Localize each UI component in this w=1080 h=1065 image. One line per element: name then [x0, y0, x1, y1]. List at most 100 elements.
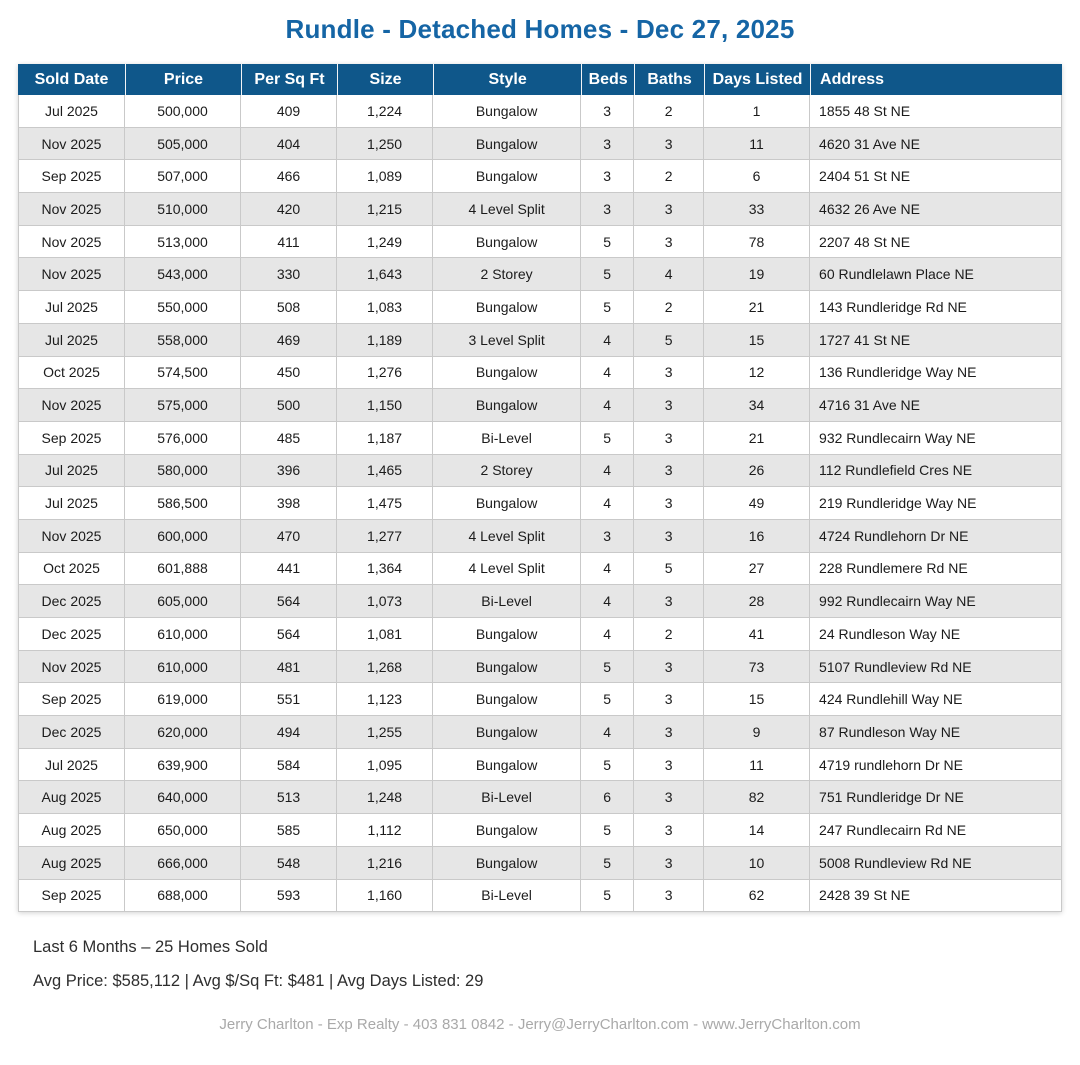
cell-days-listed: 34	[704, 389, 811, 422]
cell-price: 586,500	[125, 487, 241, 520]
cell-days-listed: 1	[704, 95, 811, 128]
cell-beds: 5	[581, 421, 635, 455]
cell-baths: 5	[634, 552, 705, 586]
cell-per-sq-ft: 330	[240, 258, 338, 292]
table-header-row: Sold Date Price Per Sq Ft Size Style Beds Bath…	[18, 64, 1062, 95]
cell-address: 1727 41 St NE	[810, 323, 1062, 357]
cell-size: 1,364	[337, 552, 434, 586]
cell-size: 1,643	[337, 258, 434, 292]
cell-address: 143 Rundleridge Rd NE	[810, 291, 1062, 324]
cell-price: 605,000	[125, 585, 241, 618]
table-row: Sep 2025 507,000 466 1,089 Bungalow 3 2 6 2404 5…	[18, 160, 1062, 194]
cell-per-sq-ft: 481	[240, 650, 338, 684]
cell-per-sq-ft: 508	[240, 291, 338, 324]
table-row: Nov 2025 513,000 411 1,249 Bungalow 5 3 78 2207 …	[18, 225, 1062, 259]
cell-size: 1,123	[337, 683, 434, 717]
page-title: Rundle - Detached Homes - Dec 27, 2025	[285, 14, 795, 44]
cell-per-sq-ft: 494	[240, 716, 338, 749]
cell-size: 1,465	[337, 454, 434, 488]
cell-beds: 5	[581, 879, 635, 913]
cell-address: 24 Rundleson Way NE	[810, 618, 1062, 651]
cell-baths: 3	[634, 846, 705, 880]
column-header-per-sq-ft: Per Sq Ft	[240, 64, 338, 95]
cell-price: 576,000	[125, 421, 241, 455]
cell-address: 932 Rundlecairn Way NE	[810, 421, 1062, 455]
cell-days-listed: 73	[704, 650, 811, 684]
cell-style: Bi-Level	[433, 421, 582, 455]
cell-style: Bungalow	[433, 225, 582, 259]
cell-sold-date: Aug 2025	[18, 781, 125, 815]
cell-price: 580,000	[125, 454, 241, 488]
cell-per-sq-ft: 411	[240, 225, 338, 259]
cell-days-listed: 12	[704, 356, 811, 390]
cell-days-listed: 6	[704, 160, 811, 194]
column-header-size: Size	[337, 64, 434, 95]
table-row: Oct 2025 574,500 450 1,276 Bungalow 4 3 12 136 R…	[18, 356, 1062, 390]
cell-size: 1,249	[337, 225, 434, 259]
cell-baths: 3	[634, 748, 705, 782]
cell-style: Bi-Level	[433, 585, 582, 618]
table-row: Nov 2025 575,000 500 1,150 Bungalow 4 3 34 4716 …	[18, 389, 1062, 422]
cell-beds: 5	[581, 650, 635, 684]
cell-price: 600,000	[125, 519, 241, 553]
cell-beds: 3	[581, 95, 635, 128]
cell-style: Bungalow	[433, 160, 582, 194]
table-head: Sold Date Price Per Sq Ft Size Style Beds Bath…	[18, 64, 1062, 95]
cell-beds: 3	[581, 127, 635, 161]
cell-baths: 3	[634, 487, 705, 520]
cell-days-listed: 11	[704, 748, 811, 782]
cell-size: 1,276	[337, 356, 434, 390]
cell-per-sq-ft: 466	[240, 160, 338, 194]
cell-size: 1,187	[337, 421, 434, 455]
cell-beds: 5	[581, 846, 635, 880]
cell-price: 666,000	[125, 846, 241, 880]
table-row: Nov 2025 543,000 330 1,643 2 Storey 5 4 19 60 Ru…	[18, 258, 1062, 292]
cell-address: 4724 Rundlehorn Dr NE	[810, 519, 1062, 553]
table-row: Dec 2025 610,000 564 1,081 Bungalow 4 2 41 24 Ru…	[18, 618, 1062, 651]
cell-sold-date: Dec 2025	[18, 716, 125, 749]
cell-style: Bungalow	[433, 356, 582, 390]
cell-sold-date: Sep 2025	[18, 421, 125, 455]
cell-sold-date: Oct 2025	[18, 552, 125, 586]
cell-sold-date: Nov 2025	[18, 225, 125, 259]
cell-sold-date: Nov 2025	[18, 258, 125, 292]
cell-baths: 3	[634, 127, 705, 161]
cell-style: Bungalow	[433, 291, 582, 324]
cell-per-sq-ft: 584	[240, 748, 338, 782]
cell-address: 1855 48 St NE	[810, 95, 1062, 128]
cell-beds: 3	[581, 519, 635, 553]
cell-days-listed: 21	[704, 421, 811, 455]
cell-address: 2404 51 St NE	[810, 160, 1062, 194]
cell-beds: 3	[581, 193, 635, 226]
cell-sold-date: Jul 2025	[18, 454, 125, 488]
cell-size: 1,089	[337, 160, 434, 194]
cell-beds: 4	[581, 716, 635, 749]
cell-size: 1,224	[337, 95, 434, 128]
cell-sold-date: Oct 2025	[18, 356, 125, 390]
cell-baths: 2	[634, 291, 705, 324]
cell-baths: 3	[634, 356, 705, 390]
cell-per-sq-ft: 551	[240, 683, 338, 717]
cell-baths: 3	[634, 193, 705, 226]
cell-baths: 3	[634, 519, 705, 553]
cell-address: 136 Rundleridge Way NE	[810, 356, 1062, 390]
cell-price: 505,000	[125, 127, 241, 161]
cell-size: 1,095	[337, 748, 434, 782]
cell-price: 543,000	[125, 258, 241, 292]
cell-days-listed: 49	[704, 487, 811, 520]
cell-style: Bi-Level	[433, 879, 582, 913]
cell-beds: 4	[581, 552, 635, 586]
cell-baths: 3	[634, 879, 705, 913]
cell-beds: 6	[581, 781, 635, 815]
cell-price: 620,000	[125, 716, 241, 749]
cell-style: 2 Storey	[433, 258, 582, 292]
cell-days-listed: 78	[704, 225, 811, 259]
cell-sold-date: Jul 2025	[18, 95, 125, 128]
table-row: Nov 2025 610,000 481 1,268 Bungalow 5 3 73 5107 …	[18, 650, 1062, 684]
cell-baths: 2	[634, 160, 705, 194]
cell-price: 507,000	[125, 160, 241, 194]
cell-beds: 5	[581, 748, 635, 782]
cell-baths: 3	[634, 814, 705, 847]
cell-size: 1,248	[337, 781, 434, 815]
